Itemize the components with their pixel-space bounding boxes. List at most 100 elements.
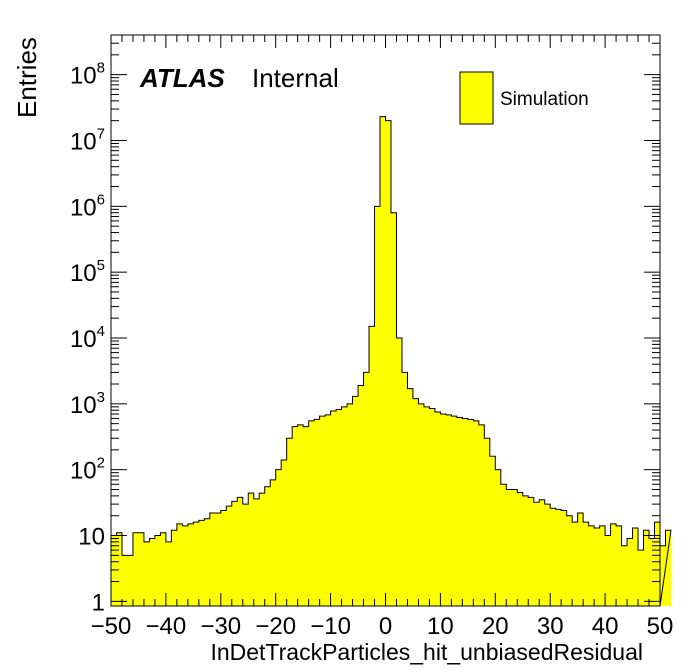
histogram-bin xyxy=(539,499,546,606)
y-tick-label: 10 xyxy=(78,524,105,551)
histogram-bin xyxy=(467,419,474,606)
histogram-bin xyxy=(533,502,540,606)
histogram-bin xyxy=(440,414,447,606)
histogram-bin xyxy=(660,545,666,606)
histogram-bin xyxy=(209,512,216,606)
histogram-bin xyxy=(286,438,293,606)
histogram-bin xyxy=(341,406,348,606)
y-tick-label: 102 xyxy=(70,455,105,485)
histogram-bin xyxy=(358,385,364,606)
x-axis-ticks: −50 −40 −30 −20 −10 0 10 20 30 40 50 xyxy=(91,35,674,640)
histogram-bin xyxy=(314,419,321,606)
histogram-bin xyxy=(500,484,507,606)
histogram-bin xyxy=(550,508,557,606)
x-tick-label: 50 xyxy=(647,613,674,640)
histogram-bin xyxy=(484,438,491,606)
histogram-bin xyxy=(132,532,139,606)
histogram-bin xyxy=(165,541,172,606)
histogram-bin xyxy=(297,424,304,606)
histogram-bin xyxy=(544,504,551,606)
histogram-bin xyxy=(478,424,485,606)
histogram-bin xyxy=(259,493,266,606)
histogram-bin xyxy=(429,408,436,606)
histogram-bin xyxy=(111,535,117,606)
histogram-bin xyxy=(396,337,403,606)
x-tick-label: −50 xyxy=(91,613,132,640)
histogram-bin xyxy=(522,495,529,606)
histogram-bin xyxy=(336,409,342,606)
histogram-bin xyxy=(572,522,579,606)
histogram-bin xyxy=(583,522,590,606)
legend-label: Simulation xyxy=(500,89,589,110)
histogram-bin xyxy=(231,501,238,606)
histogram-bin xyxy=(594,528,601,606)
histogram-bin xyxy=(506,489,513,606)
histogram-bin xyxy=(325,414,331,606)
histogram-bin xyxy=(160,532,167,606)
y-tick-label: 1 xyxy=(92,589,105,616)
x-tick-label: −20 xyxy=(255,613,296,640)
histogram-bin xyxy=(242,504,249,606)
histogram-bin xyxy=(643,530,650,606)
histogram-bin xyxy=(665,530,672,606)
y-tick-label: 105 xyxy=(70,257,105,287)
y-tick-label: 106 xyxy=(70,191,105,221)
histogram-bin xyxy=(418,403,425,606)
x-tick-label: −30 xyxy=(200,613,241,640)
x-tick-label: 20 xyxy=(482,613,509,640)
histogram-bin xyxy=(632,528,639,606)
histogram-bin xyxy=(649,538,655,606)
histogram-bin xyxy=(281,460,288,606)
histogram-bin xyxy=(176,523,183,606)
histogram-bin xyxy=(407,388,414,606)
histogram-bin xyxy=(610,523,617,606)
x-tick-label: −40 xyxy=(146,613,187,640)
x-tick-label: 40 xyxy=(592,613,619,640)
y-axis-ticks: 1 10 102 103 104 105 106 107 108 xyxy=(70,34,660,616)
histogram-outline xyxy=(110,116,672,607)
histogram-bin xyxy=(275,469,282,606)
histogram-bin xyxy=(215,512,222,606)
histogram-bin xyxy=(566,515,573,606)
histogram-bin xyxy=(369,326,375,606)
histogram-bin xyxy=(264,486,271,606)
histogram-bin xyxy=(352,396,359,606)
histogram-bin xyxy=(237,497,244,606)
histogram-bin xyxy=(561,510,568,606)
x-tick-label: 10 xyxy=(427,613,454,640)
histogram-bin xyxy=(385,120,392,606)
histogram-bin xyxy=(434,412,441,606)
histogram-bin xyxy=(445,414,452,606)
y-tick-label: 107 xyxy=(70,125,105,155)
x-tick-label: 30 xyxy=(537,613,564,640)
histogram-bin xyxy=(308,420,315,606)
histogram-bin xyxy=(193,522,200,606)
histogram-bin xyxy=(171,530,178,606)
histogram-bin xyxy=(627,538,633,606)
histogram-bin xyxy=(138,532,145,606)
histogram-bin xyxy=(473,420,480,606)
histogram-bin xyxy=(226,506,233,606)
histogram-bin xyxy=(303,426,310,606)
atlas-brand-label: ATLAS xyxy=(139,63,225,93)
histogram-bin xyxy=(401,372,408,606)
histogram-bin xyxy=(599,525,606,606)
histogram-bin xyxy=(412,398,419,606)
histogram-bin xyxy=(423,406,430,606)
histogram-bin xyxy=(390,212,397,606)
histogram-bin xyxy=(121,555,128,606)
histogram-bin xyxy=(654,522,661,606)
histogram-bin xyxy=(248,493,255,606)
x-tick-label: −10 xyxy=(310,613,351,640)
histogram-bin xyxy=(198,520,205,606)
histogram-bin xyxy=(528,497,535,606)
histogram-bin xyxy=(116,532,123,606)
histogram-bin xyxy=(347,403,353,606)
y-tick-label: 103 xyxy=(70,389,105,419)
histogram-bars xyxy=(110,116,672,607)
y-tick-label: 104 xyxy=(70,323,105,353)
histogram-bin xyxy=(363,372,370,606)
x-axis-label: InDetTrackParticles_hit_unbiasedResidual xyxy=(210,639,643,665)
legend: Simulation xyxy=(459,71,589,125)
